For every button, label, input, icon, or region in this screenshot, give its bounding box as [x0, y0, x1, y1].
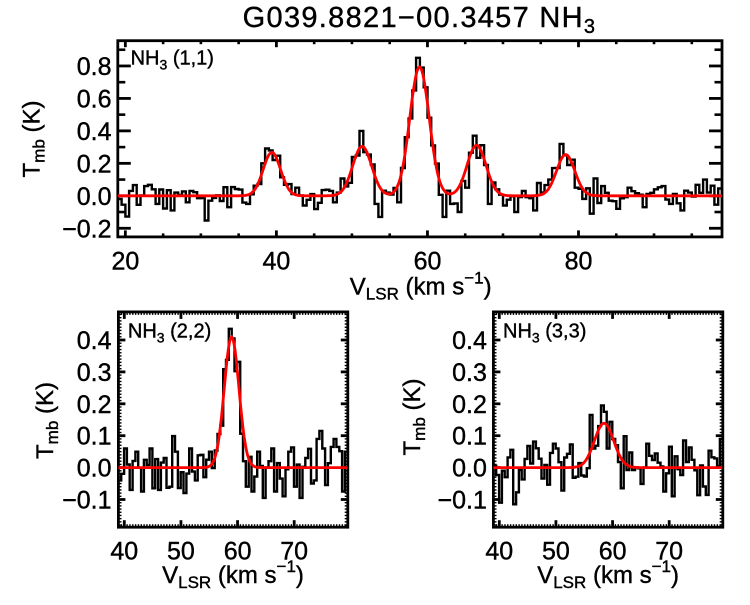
- svg-text:0.0: 0.0: [452, 455, 487, 483]
- svg-text:0.8: 0.8: [77, 53, 112, 81]
- svg-text:NH3 (2,2): NH3 (2,2): [128, 321, 211, 346]
- svg-text:0.2: 0.2: [77, 391, 112, 419]
- svg-text:60: 60: [414, 247, 442, 275]
- svg-text:Tmb (K): Tmb (K): [32, 382, 62, 459]
- svg-text:50: 50: [542, 537, 570, 565]
- svg-text:G039.8821−00.3457 NH3: G039.8821−00.3457 NH3: [243, 2, 597, 38]
- svg-text:NH3 (3,3): NH3 (3,3): [503, 321, 586, 346]
- svg-text:0.4: 0.4: [77, 118, 112, 146]
- svg-text:70: 70: [280, 537, 308, 565]
- svg-text:40: 40: [262, 247, 290, 275]
- svg-text:0.3: 0.3: [77, 359, 112, 387]
- svg-text:60: 60: [224, 537, 252, 565]
- svg-text:−0.1: −0.1: [438, 487, 487, 515]
- svg-text:0.2: 0.2: [77, 150, 112, 178]
- svg-text:60: 60: [599, 537, 627, 565]
- svg-text:20: 20: [111, 247, 139, 275]
- svg-text:0.3: 0.3: [452, 359, 487, 387]
- svg-text:−0.1: −0.1: [62, 487, 111, 515]
- svg-text:40: 40: [110, 537, 138, 565]
- svg-text:0.1: 0.1: [77, 423, 112, 451]
- svg-text:0.4: 0.4: [77, 327, 112, 355]
- svg-text:0.0: 0.0: [77, 183, 112, 211]
- svg-text:0.2: 0.2: [452, 391, 487, 419]
- svg-text:Tmb (K): Tmb (K): [399, 379, 429, 456]
- svg-text:40: 40: [485, 537, 513, 565]
- svg-text:50: 50: [167, 537, 195, 565]
- svg-text:0.1: 0.1: [452, 423, 487, 451]
- svg-text:−0.2: −0.2: [62, 215, 111, 243]
- svg-text:70: 70: [655, 537, 683, 565]
- svg-text:0.6: 0.6: [77, 85, 112, 113]
- svg-text:0.0: 0.0: [77, 455, 112, 483]
- svg-text:Tmb (K): Tmb (K): [18, 101, 48, 178]
- svg-text:80: 80: [565, 247, 593, 275]
- svg-text:NH3 (1,1): NH3 (1,1): [131, 48, 214, 73]
- svg-text:0.4: 0.4: [452, 327, 487, 355]
